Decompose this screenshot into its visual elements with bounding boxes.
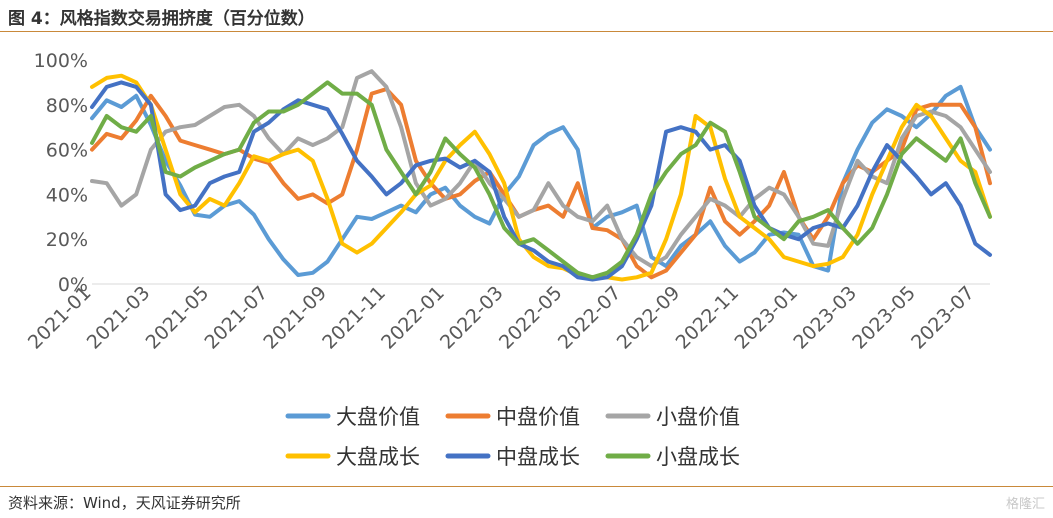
series-line [90,69,992,269]
bottom-divider [0,486,1053,487]
x-tick-label: 2022-01 [377,282,449,354]
legend-label: 大盘成长 [336,445,420,469]
y-axis: 0% 20% 40% 60% 80% 100% [34,50,88,296]
series-line [90,84,992,277]
x-tick-label: 2022-11 [672,282,744,354]
y-tick-label: 80% [46,95,88,117]
legend-label: 大盘价值 [336,405,420,429]
y-tick-label: 40% [46,184,88,206]
x-tick-label: 2021-09 [259,282,331,354]
chart-title: 图 4：风格指数交易拥挤度（百分位数） [8,9,315,29]
x-tick-label: 2023-03 [789,282,861,354]
x-tick-label: 2022-03 [436,282,508,354]
legend-label: 中盘价值 [496,405,580,429]
legend-label: 小盘成长 [656,445,740,469]
x-tick-label: 2022-07 [554,282,626,354]
x-tick-label: 2021-05 [142,282,214,354]
y-tick-label: 60% [46,140,88,162]
y-tick-label: 100% [34,50,88,72]
x-tick-label: 2022-09 [613,282,685,354]
x-tick-label: 2021-07 [200,282,272,354]
top-divider [0,31,1053,32]
x-tick-label: 2021-11 [318,282,390,354]
y-tick-label: 0% [58,274,88,296]
line-chart: 0% 20% 40% 60% 80% 100% 2021-012021-032021-05… [24,50,992,469]
plot-lines [90,69,992,282]
x-tick-label: 2022-05 [495,282,567,354]
x-axis: 2021-012021-032021-052021-072021-092021-… [24,282,990,354]
source-note: 资料来源：Wind，天风证券研究所 [8,494,241,512]
x-tick-label: 2023-07 [907,282,979,354]
series-line [90,73,992,282]
x-tick-label: 2021-03 [83,282,155,354]
x-tick-label: 2023-01 [730,282,802,354]
y-tick-label: 20% [46,229,88,251]
x-tick-label: 2023-05 [848,282,920,354]
series-line [90,80,992,280]
series-line [90,87,992,280]
watermark-logo: 格隆汇 [1005,497,1045,512]
series-line [90,80,992,282]
legend-label: 小盘价值 [656,405,740,429]
legend-label: 中盘成长 [496,445,580,469]
